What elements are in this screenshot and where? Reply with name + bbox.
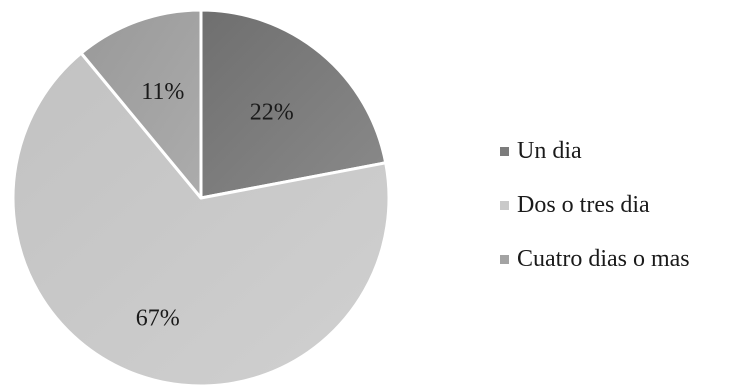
legend-label-dos-o-tres-dia: Dos o tres dia — [517, 188, 650, 222]
legend-swatch-dos-o-tres-dia — [500, 201, 509, 210]
legend-item-dos-o-tres-dia: Dos o tres dia — [500, 188, 755, 222]
legend-swatch-un-dia — [500, 147, 509, 156]
legend-item-un-dia: Un dia — [500, 134, 755, 168]
data-label-dos-o-tres-dia: 67% — [136, 305, 180, 331]
legend-item-cuatro-dias-o-mas: Cuatro dias o mas — [500, 242, 755, 276]
legend-swatch-cuatro-dias-o-mas — [500, 255, 509, 264]
data-label-cuatro-dias-o-mas: 11% — [141, 79, 184, 105]
legend-label-un-dia: Un dia — [517, 134, 582, 168]
data-label-un-dia: 22% — [250, 100, 294, 126]
legend-label-cuatro-dias-o-mas: Cuatro dias o mas — [517, 242, 690, 276]
legend: Un dia Dos o tres dia Cuatro dias o mas — [500, 134, 755, 296]
